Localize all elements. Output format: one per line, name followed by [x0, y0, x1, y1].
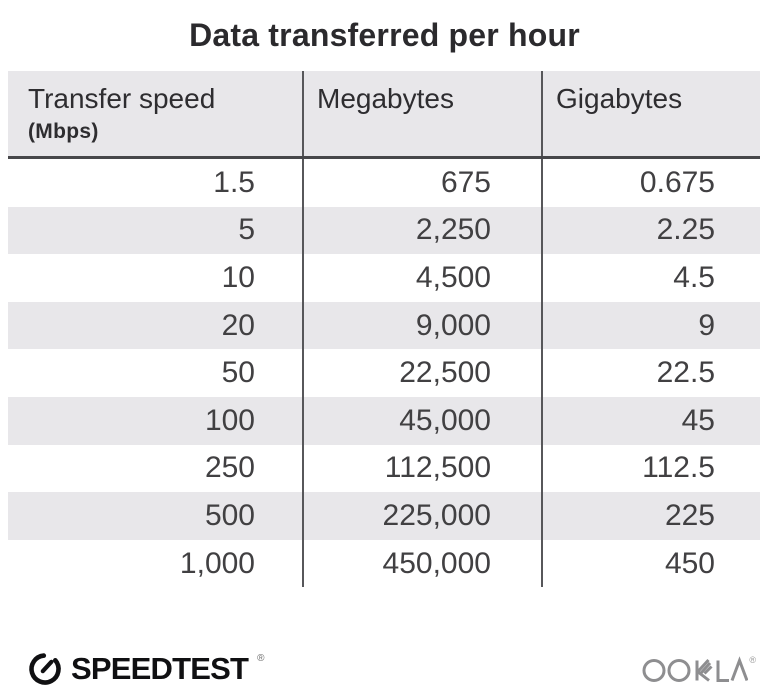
- column-header-mbps-unit: (Mbps): [28, 120, 99, 143]
- cell-megabytes: 450,000: [302, 539, 541, 588]
- cell-gigabytes: 112.5: [541, 444, 760, 493]
- cell-gigabytes: 450: [541, 539, 760, 588]
- cell-gigabytes: 225: [541, 492, 760, 540]
- cell-megabytes: 112,500: [302, 444, 541, 493]
- cell-speed: 500: [204, 498, 255, 532]
- registered-trademark-icon: ®: [257, 653, 265, 664]
- registered-trademark-icon: ®: [749, 654, 756, 665]
- ookla-logo: ®: [642, 654, 756, 685]
- table-header-row: Transfer speed (Mbps) Megabytes Gigabyte…: [8, 71, 760, 159]
- cell-gigabytes: 22.5: [541, 349, 760, 397]
- cell-speed: 20: [221, 308, 255, 342]
- column-header-gigabytes: Gigabytes: [541, 71, 760, 156]
- cell-megabytes: 45,000: [302, 396, 541, 445]
- column-header-transfer-speed-label: Transfer speed: [28, 83, 216, 114]
- cell-gigabytes: 2.25: [541, 206, 760, 255]
- cell-speed: 50: [221, 356, 255, 390]
- table-row: 250 112,500 112.5: [8, 444, 760, 493]
- cell-speed: 1.5: [213, 165, 255, 199]
- table-body: 1.5 675 0.675 5 2,250 2.25 10 4,500 4.5 …: [8, 159, 760, 588]
- table-row: 1,000 450,000 450: [8, 539, 760, 588]
- page-title: Data transferred per hour: [189, 17, 580, 53]
- cell-gigabytes: 4.5: [541, 254, 760, 302]
- speedtest-wordmark: SPEEDTEST: [71, 651, 249, 686]
- column-header-transfer-speed: Transfer speed (Mbps): [8, 71, 302, 156]
- cell-speed: 250: [204, 451, 255, 485]
- speedtest-logo: SPEEDTEST ®: [26, 649, 265, 689]
- footer: SPEEDTEST ® ®: [26, 646, 756, 692]
- column-header-megabytes: Megabytes: [302, 71, 541, 156]
- table-row: 50 22,500 22.5: [8, 349, 760, 397]
- table-row: 5 2,250 2.25: [8, 206, 760, 255]
- table-row: 10 4,500 4.5: [8, 254, 760, 302]
- table-row: 100 45,000 45: [8, 396, 760, 445]
- table-row: 1.5 675 0.675: [8, 159, 760, 207]
- table-row: 20 9,000 9: [8, 301, 760, 350]
- cell-gigabytes: 0.675: [541, 159, 760, 207]
- cell-gigabytes: 45: [541, 396, 760, 445]
- cell-speed: 5: [238, 213, 255, 247]
- cell-gigabytes: 9: [541, 301, 760, 350]
- table-row: 500 225,000 225: [8, 492, 760, 540]
- cell-megabytes: 2,250: [302, 206, 541, 255]
- cell-megabytes: 225,000: [302, 492, 541, 540]
- cell-speed: 10: [221, 260, 255, 294]
- cell-megabytes: 4,500: [302, 254, 541, 302]
- ookla-wordmark-icon: [642, 655, 749, 682]
- cell-speed: 1,000: [179, 546, 255, 580]
- speedtest-gauge-icon: [29, 653, 61, 685]
- data-table: Transfer speed (Mbps) Megabytes Gigabyte…: [8, 71, 760, 588]
- cell-speed: 100: [204, 403, 255, 437]
- cell-megabytes: 9,000: [302, 301, 541, 350]
- cell-megabytes: 675: [302, 159, 541, 207]
- cell-megabytes: 22,500: [302, 349, 541, 397]
